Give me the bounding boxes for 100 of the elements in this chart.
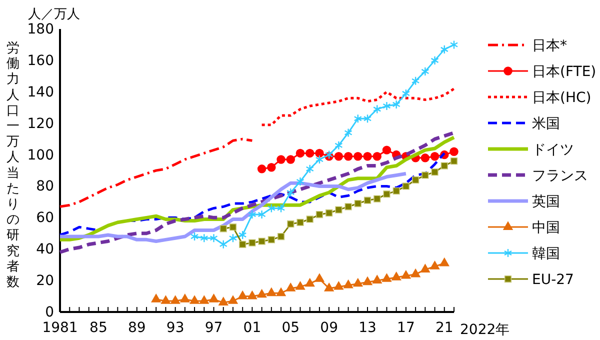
point — [296, 176, 304, 186]
point — [383, 190, 390, 198]
point — [218, 296, 228, 306]
point — [257, 164, 266, 174]
legend-label: 英国 — [532, 194, 560, 210]
x-tick-label: 01 — [243, 320, 262, 336]
point — [286, 282, 296, 292]
point — [305, 148, 314, 158]
point — [382, 101, 391, 111]
x-tick-label: 97 — [204, 320, 223, 336]
point — [276, 287, 286, 296]
point — [450, 40, 458, 50]
point — [160, 295, 171, 304]
point — [354, 114, 362, 124]
point — [286, 188, 295, 198]
point — [296, 148, 305, 158]
point — [391, 272, 402, 280]
point — [363, 114, 372, 124]
point — [412, 176, 420, 184]
point — [382, 273, 392, 282]
point — [372, 152, 382, 161]
legend-label: 韓国 — [532, 246, 560, 262]
point — [392, 100, 400, 110]
legend-label: ドイツ — [532, 142, 574, 158]
x-tick-label: 93 — [166, 320, 184, 336]
line-series — [58, 172, 408, 243]
point — [420, 264, 430, 272]
point — [334, 152, 344, 161]
point — [364, 196, 372, 204]
point — [306, 216, 314, 223]
point — [276, 155, 286, 164]
point — [228, 295, 238, 304]
point — [266, 287, 277, 296]
point — [334, 140, 343, 150]
point — [344, 152, 353, 161]
point — [190, 232, 199, 242]
point — [295, 280, 306, 290]
y-tick-label: 20 — [36, 273, 54, 290]
point — [151, 294, 162, 302]
legend-label: EU-27 — [532, 272, 574, 288]
legend-label: 日本* — [532, 38, 567, 54]
point — [248, 210, 256, 220]
text: 労働力人口一万人当たりの研究者数 — [6, 41, 20, 290]
point — [208, 294, 219, 302]
point — [344, 128, 352, 138]
point — [410, 268, 421, 278]
y-tick-label: 100 — [27, 147, 54, 164]
point — [344, 203, 352, 210]
point — [315, 148, 324, 158]
point — [372, 274, 382, 284]
point — [210, 233, 218, 243]
legend-label: 日本(HC) — [532, 90, 592, 106]
x-tick-label: 85 — [90, 320, 108, 336]
point — [258, 210, 266, 220]
y-tick-label: 120 — [27, 116, 54, 132]
y-tick-label: 180 — [27, 21, 54, 38]
point — [287, 220, 294, 228]
point — [200, 233, 208, 243]
point — [362, 276, 373, 286]
point — [430, 260, 440, 270]
point — [248, 239, 256, 246]
point — [354, 200, 362, 208]
line-series — [58, 138, 254, 208]
point — [374, 195, 381, 202]
point — [267, 162, 276, 172]
legend-label: フランス — [532, 168, 588, 184]
y-tick-label: 160 — [27, 52, 54, 69]
point — [306, 164, 314, 174]
x-tick-label: 89 — [128, 320, 146, 336]
point — [363, 152, 372, 161]
point — [267, 204, 276, 213]
x-tick-label: 17 — [397, 320, 415, 336]
point — [402, 88, 410, 98]
point — [219, 240, 228, 250]
point — [373, 104, 382, 114]
y-tick-label: 40 — [36, 242, 54, 258]
point — [420, 154, 430, 162]
point — [450, 147, 458, 156]
point — [352, 278, 363, 287]
point — [354, 152, 362, 161]
point — [402, 182, 410, 190]
point — [228, 233, 238, 243]
text: 人／万人 — [28, 7, 80, 22]
point — [421, 66, 430, 76]
point — [286, 155, 296, 164]
point — [324, 282, 334, 292]
point — [450, 158, 458, 165]
x-tick-label: 13 — [358, 320, 376, 336]
point — [239, 240, 246, 248]
point — [316, 210, 324, 218]
point — [229, 224, 237, 231]
point — [276, 204, 286, 213]
point — [335, 206, 342, 214]
x-axis-title: 2022年 — [460, 322, 510, 338]
legend-label: 中国 — [532, 220, 560, 236]
point — [268, 236, 275, 244]
point — [440, 44, 448, 54]
point — [392, 187, 400, 194]
point — [237, 290, 248, 300]
point — [238, 230, 247, 240]
